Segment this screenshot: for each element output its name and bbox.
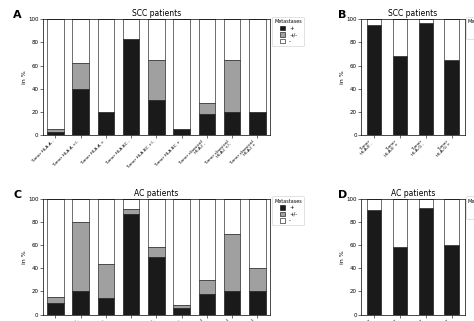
Legend: +, +/-, -: +, +/-, - bbox=[273, 17, 304, 46]
Bar bbox=[123, 19, 139, 39]
Bar bbox=[98, 199, 114, 264]
Bar bbox=[148, 247, 164, 257]
Bar bbox=[249, 19, 266, 112]
Bar bbox=[393, 56, 407, 135]
Y-axis label: in %: in % bbox=[340, 70, 345, 84]
Bar bbox=[73, 222, 89, 291]
Legend: -, +: -, + bbox=[465, 196, 474, 219]
Bar bbox=[199, 103, 215, 114]
Title: AC patients: AC patients bbox=[391, 189, 435, 198]
Title: SCC patients: SCC patients bbox=[132, 10, 181, 19]
Bar bbox=[249, 199, 266, 268]
Bar bbox=[73, 199, 89, 222]
Bar bbox=[173, 308, 190, 315]
Bar bbox=[367, 25, 381, 135]
Bar bbox=[393, 199, 407, 247]
Bar bbox=[98, 264, 114, 298]
Bar bbox=[73, 63, 89, 89]
Bar bbox=[123, 209, 139, 214]
Bar bbox=[47, 19, 64, 129]
Bar bbox=[199, 114, 215, 135]
Bar bbox=[224, 291, 240, 315]
Text: B: B bbox=[338, 10, 347, 20]
Bar bbox=[173, 199, 190, 305]
Bar bbox=[47, 132, 64, 135]
Bar bbox=[173, 19, 190, 129]
Bar bbox=[419, 208, 433, 315]
Bar bbox=[419, 199, 433, 208]
Bar bbox=[224, 199, 240, 233]
Bar bbox=[148, 257, 164, 315]
Y-axis label: in %: in % bbox=[22, 70, 27, 84]
Bar bbox=[367, 210, 381, 315]
Bar bbox=[224, 233, 240, 291]
Bar bbox=[393, 247, 407, 315]
Bar bbox=[224, 60, 240, 112]
Bar bbox=[123, 214, 139, 315]
Legend: +, +/-, -: +, +/-, - bbox=[273, 196, 304, 225]
Text: A: A bbox=[13, 10, 22, 20]
Bar bbox=[445, 199, 459, 245]
Bar bbox=[98, 19, 114, 112]
Bar bbox=[173, 305, 190, 308]
Bar bbox=[148, 199, 164, 247]
Bar bbox=[249, 268, 266, 291]
Bar bbox=[224, 19, 240, 60]
Bar bbox=[199, 294, 215, 315]
Bar bbox=[73, 89, 89, 135]
Bar bbox=[123, 199, 139, 209]
Legend: -, +: -, + bbox=[465, 17, 474, 39]
Text: C: C bbox=[13, 189, 21, 200]
Bar bbox=[148, 100, 164, 135]
Bar bbox=[249, 112, 266, 135]
Bar bbox=[173, 129, 190, 135]
Bar bbox=[98, 298, 114, 315]
Bar bbox=[199, 199, 215, 280]
Bar bbox=[47, 297, 64, 303]
Bar bbox=[419, 19, 433, 23]
Bar bbox=[445, 245, 459, 315]
Bar bbox=[393, 19, 407, 56]
Bar bbox=[199, 19, 215, 103]
Title: AC patients: AC patients bbox=[134, 189, 179, 198]
Bar bbox=[199, 280, 215, 294]
Bar bbox=[445, 60, 459, 135]
Bar bbox=[367, 19, 381, 25]
Y-axis label: in %: in % bbox=[22, 250, 27, 264]
Bar bbox=[148, 19, 164, 60]
Title: SCC patients: SCC patients bbox=[388, 10, 438, 19]
Text: D: D bbox=[338, 189, 347, 200]
Bar bbox=[98, 112, 114, 135]
Bar bbox=[123, 39, 139, 135]
Bar bbox=[249, 291, 266, 315]
Bar bbox=[419, 23, 433, 135]
Bar bbox=[148, 60, 164, 100]
Bar bbox=[224, 112, 240, 135]
Bar bbox=[47, 199, 64, 297]
Bar bbox=[367, 199, 381, 210]
Bar bbox=[73, 19, 89, 63]
Bar bbox=[47, 303, 64, 315]
Y-axis label: in %: in % bbox=[340, 250, 345, 264]
Bar bbox=[47, 129, 64, 132]
Bar bbox=[445, 19, 459, 60]
Bar bbox=[73, 291, 89, 315]
